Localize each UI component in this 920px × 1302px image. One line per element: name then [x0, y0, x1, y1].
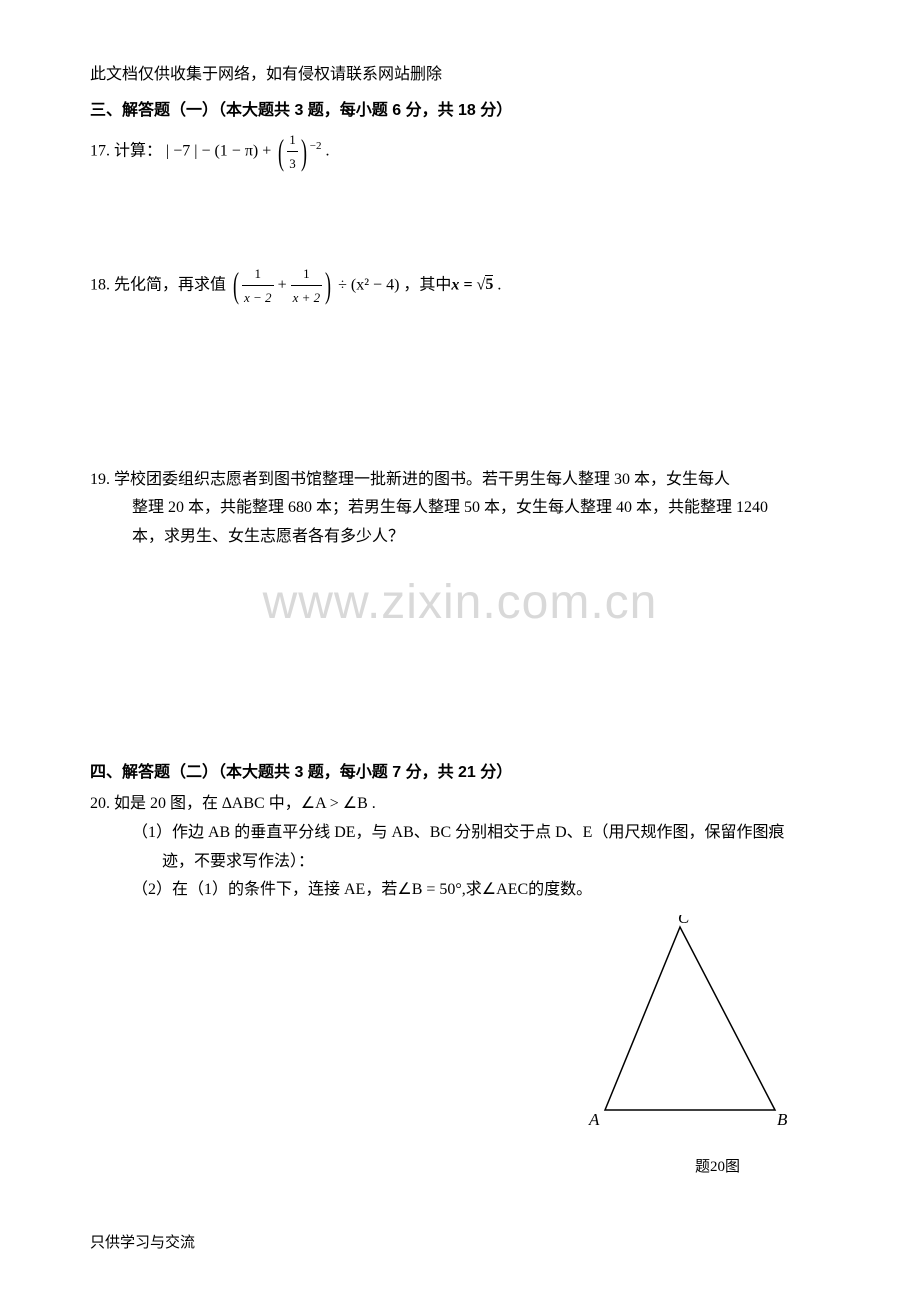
q18-divpart: ÷ (x² − 4) — [338, 276, 399, 293]
q17-mid: − (1 − π) + — [201, 143, 271, 160]
q20-l1b: 中， — [265, 795, 301, 812]
question-19: 19. 学校团委组织志愿者到图书馆整理一批新进的图书。若干男生每人整理 30 本… — [90, 466, 830, 552]
q18-prefix: 18. 先化简，再求值 — [90, 276, 226, 293]
q20-sub1b: 迹，不要求写作法）： — [90, 848, 830, 877]
figure-20-caption: 题20图 — [90, 1155, 830, 1176]
q20-l1c: . — [368, 795, 376, 812]
q17-fraction: 13 — [287, 128, 298, 176]
section3-title: 三、解答题（一）（本大题共 3 题，每小题 6 分，共 18 分） — [90, 96, 830, 120]
q18-sqrtval: 5 — [485, 275, 493, 293]
question-20: 20. 如是 20 图，在 ∆ABC 中，∠A > ∠B . （1）作边 AB … — [90, 790, 830, 905]
q18-frac2: 1x + 2 — [291, 262, 323, 310]
q18-f2num: 1 — [291, 262, 323, 286]
q20-sub2: （2）在（1）的条件下，连接 AE，若∠B = 50°,求∠AEC的度数。 — [90, 876, 830, 905]
q20-sub2c: 的度数。 — [528, 881, 592, 898]
q18-xeq: x = — [451, 276, 476, 293]
header-note: 此文档仅供收集于网络，如有侵权请联系网站删除 — [90, 60, 830, 84]
question-18: 18. 先化简，再求值 (1x − 2 + 1x + 2) ÷ (x² − 4)… — [90, 262, 830, 310]
q20-anglecond: ∠A > ∠B — [301, 795, 368, 812]
q20-tri: ∆ABC — [222, 795, 265, 812]
q20-l1a: 20. 如是 20 图，在 — [90, 795, 222, 812]
q19-line1: 19. 学校团委组织志愿者到图书馆整理一批新进的图书。若干男生每人整理 30 本… — [90, 466, 830, 495]
paren-right-icon: ) — [301, 136, 307, 168]
q20-line1: 20. 如是 20 图，在 ∆ABC 中，∠A > ∠B . — [90, 790, 830, 819]
label-B: B — [777, 1110, 788, 1129]
q18-plus: + — [278, 276, 287, 293]
triangle-icon: C A B — [565, 915, 790, 1130]
q20-sub2b: ,求 — [462, 881, 482, 898]
footer-note: 只供学习与交流 — [90, 1231, 195, 1252]
paren-left-icon: ( — [278, 136, 284, 168]
q17-prefix: 17. 计算： — [90, 143, 162, 160]
q17-period: . — [325, 143, 329, 160]
figure-20: C A B — [90, 915, 830, 1135]
q20-sub2a: （2）在（1）的条件下，连接 AE，若 — [132, 881, 397, 898]
q19-line2: 整理 20 本，共能整理 680 本；若男生每人整理 50 本，女生每人整理 4… — [90, 494, 830, 523]
label-A: A — [588, 1110, 600, 1129]
q18-period: . — [497, 276, 501, 293]
q19-line3: 本，求男生、女生志愿者各有多少人？ — [90, 523, 830, 552]
question-17: 17. 计算： | −7 | − (1 − π) + (13)−2 . — [90, 128, 830, 176]
paren-right-icon: ) — [325, 269, 331, 301]
q17-den: 3 — [287, 152, 298, 175]
page-content: 此文档仅供收集于网络，如有侵权请联系网站删除 三、解答题（一）（本大题共 3 题… — [90, 60, 830, 1176]
q17-abs: | −7 | — [166, 143, 197, 160]
q20-angleAEC: ∠AEC — [482, 881, 528, 898]
sqrt-icon: √ — [477, 276, 486, 293]
q20-sub1a: （1）作边 AB 的垂直平分线 DE，与 AB、BC 分别相交于点 D、E（用尺… — [90, 819, 830, 848]
q17-exp: −2 — [310, 140, 322, 152]
q18-f1num: 1 — [242, 262, 274, 286]
triangle-shape — [605, 927, 775, 1110]
label-C: C — [678, 915, 690, 927]
section4-title: 四、解答题（二）（本大题共 3 题，每小题 7 分，共 21 分） — [90, 758, 830, 782]
q18-mid: ，其中 — [403, 276, 451, 293]
q17-num: 1 — [287, 128, 298, 152]
q18-frac1: 1x − 2 — [242, 262, 274, 310]
q18-f1den: x − 2 — [242, 286, 274, 309]
paren-left-icon: ( — [233, 269, 239, 301]
q18-f2den: x + 2 — [291, 286, 323, 309]
q20-angleB: ∠B = 50° — [397, 881, 461, 898]
